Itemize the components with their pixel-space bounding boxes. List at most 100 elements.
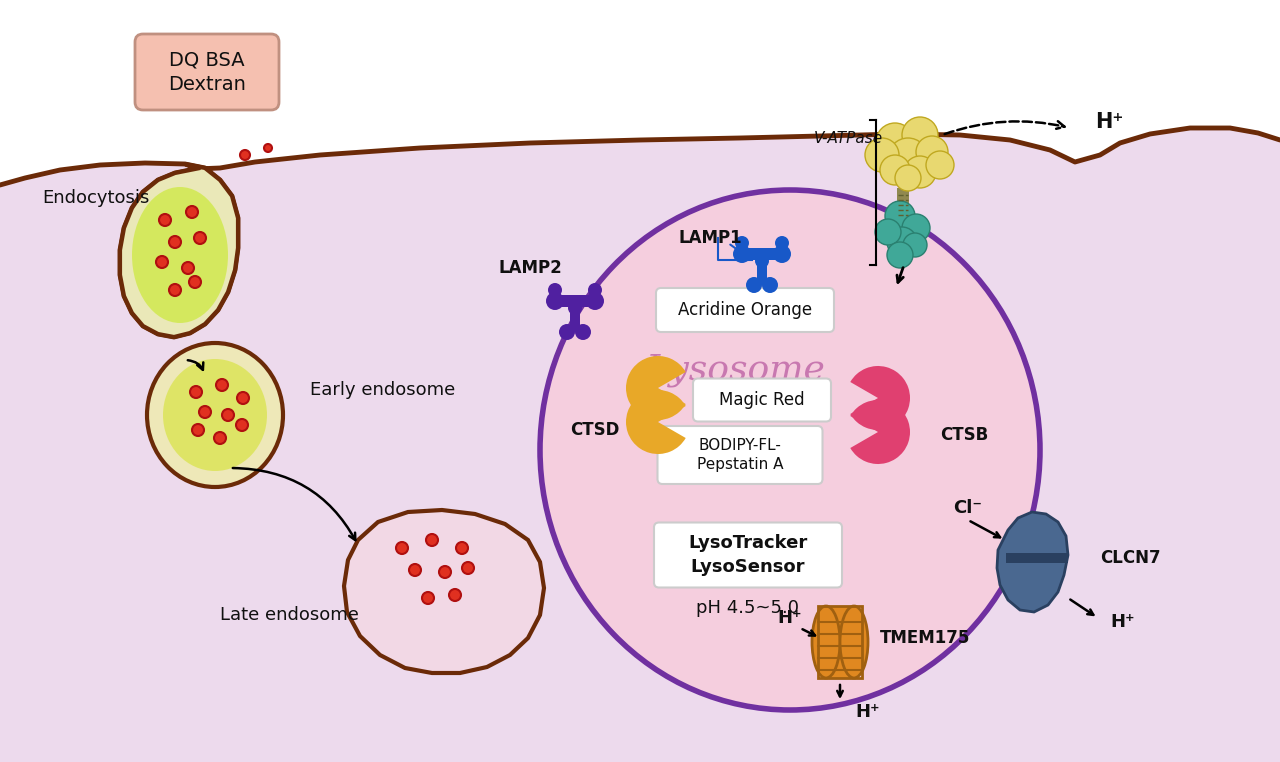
- Circle shape: [456, 542, 468, 554]
- Circle shape: [264, 144, 273, 152]
- FancyBboxPatch shape: [692, 379, 831, 421]
- FancyBboxPatch shape: [658, 426, 823, 484]
- Circle shape: [221, 409, 234, 421]
- Text: TMEM175: TMEM175: [879, 629, 970, 647]
- Circle shape: [189, 386, 202, 398]
- Circle shape: [755, 254, 769, 268]
- Text: DQ BSA
Dextran: DQ BSA Dextran: [168, 50, 246, 94]
- Circle shape: [774, 236, 788, 250]
- Wedge shape: [626, 356, 686, 420]
- Circle shape: [426, 534, 438, 546]
- Circle shape: [439, 566, 451, 578]
- Circle shape: [216, 379, 228, 391]
- Circle shape: [548, 283, 562, 297]
- Circle shape: [586, 292, 604, 310]
- Circle shape: [169, 284, 180, 296]
- Text: Early endosome: Early endosome: [310, 381, 456, 399]
- Text: LysoTracker
LysoSensor: LysoTracker LysoSensor: [689, 534, 808, 576]
- Polygon shape: [1006, 553, 1068, 563]
- Ellipse shape: [163, 359, 268, 471]
- Circle shape: [895, 165, 922, 191]
- Circle shape: [762, 277, 778, 293]
- Circle shape: [902, 214, 931, 242]
- Bar: [826, 606, 854, 678]
- Ellipse shape: [132, 187, 228, 323]
- Text: CTSB: CTSB: [940, 426, 988, 444]
- Text: H⁺: H⁺: [855, 703, 879, 721]
- Circle shape: [902, 117, 938, 153]
- FancyBboxPatch shape: [654, 523, 842, 588]
- Text: LAMP2: LAMP2: [498, 259, 562, 277]
- Text: CLCN7: CLCN7: [1100, 549, 1161, 567]
- Circle shape: [904, 156, 936, 188]
- Circle shape: [241, 150, 250, 160]
- Circle shape: [865, 138, 899, 172]
- Circle shape: [214, 432, 227, 444]
- Text: BODIPY-FL-
Pepstatin A: BODIPY-FL- Pepstatin A: [696, 437, 783, 472]
- Circle shape: [876, 123, 914, 161]
- Circle shape: [237, 392, 250, 404]
- Circle shape: [547, 292, 564, 310]
- Circle shape: [410, 564, 421, 576]
- Circle shape: [879, 155, 910, 185]
- Text: Cl⁻: Cl⁻: [954, 499, 983, 517]
- Ellipse shape: [364, 530, 524, 650]
- Circle shape: [773, 245, 791, 263]
- FancyBboxPatch shape: [655, 288, 835, 332]
- Ellipse shape: [540, 190, 1039, 710]
- Circle shape: [186, 206, 198, 218]
- Text: CTSD: CTSD: [571, 421, 620, 439]
- Circle shape: [746, 277, 762, 293]
- Circle shape: [192, 424, 204, 436]
- Text: Magic Red: Magic Red: [719, 391, 805, 409]
- Ellipse shape: [147, 343, 283, 487]
- Polygon shape: [997, 512, 1068, 612]
- Circle shape: [588, 283, 602, 297]
- Circle shape: [568, 301, 582, 315]
- Circle shape: [735, 236, 749, 250]
- Bar: [756, 263, 767, 285]
- Circle shape: [733, 245, 751, 263]
- FancyBboxPatch shape: [134, 34, 279, 110]
- Circle shape: [462, 562, 474, 574]
- Circle shape: [422, 592, 434, 604]
- Bar: [570, 310, 580, 332]
- Circle shape: [236, 419, 248, 431]
- Text: H⁺: H⁺: [1110, 613, 1134, 631]
- Circle shape: [195, 232, 206, 244]
- Text: Late endosome: Late endosome: [220, 606, 358, 624]
- Text: V-ATPase: V-ATPase: [813, 130, 883, 146]
- Circle shape: [884, 201, 915, 231]
- Circle shape: [902, 233, 927, 257]
- Polygon shape: [0, 128, 1280, 762]
- Circle shape: [575, 324, 591, 340]
- Text: H⁺: H⁺: [1094, 112, 1124, 132]
- Polygon shape: [344, 510, 544, 673]
- Circle shape: [876, 219, 901, 245]
- Text: pH 4.5~5.0: pH 4.5~5.0: [696, 599, 800, 617]
- Circle shape: [169, 236, 180, 248]
- Text: Lysosome: Lysosome: [645, 353, 824, 387]
- Bar: [897, 188, 909, 223]
- Circle shape: [198, 406, 211, 418]
- Polygon shape: [120, 164, 238, 337]
- Circle shape: [156, 256, 168, 268]
- Ellipse shape: [812, 606, 840, 678]
- Circle shape: [559, 324, 575, 340]
- Circle shape: [182, 262, 195, 274]
- Circle shape: [189, 276, 201, 288]
- Circle shape: [159, 214, 172, 226]
- Bar: [742, 248, 782, 260]
- Circle shape: [888, 138, 928, 178]
- Text: Acridine Orange: Acridine Orange: [678, 301, 812, 319]
- Wedge shape: [626, 390, 686, 454]
- Ellipse shape: [840, 606, 868, 678]
- Wedge shape: [850, 366, 910, 430]
- Text: H⁺: H⁺: [778, 609, 803, 627]
- Circle shape: [887, 242, 913, 268]
- Bar: [556, 295, 595, 307]
- Circle shape: [449, 589, 461, 601]
- Text: LAMP1: LAMP1: [678, 229, 742, 247]
- Circle shape: [925, 151, 954, 179]
- Text: Endocytosis: Endocytosis: [42, 189, 150, 207]
